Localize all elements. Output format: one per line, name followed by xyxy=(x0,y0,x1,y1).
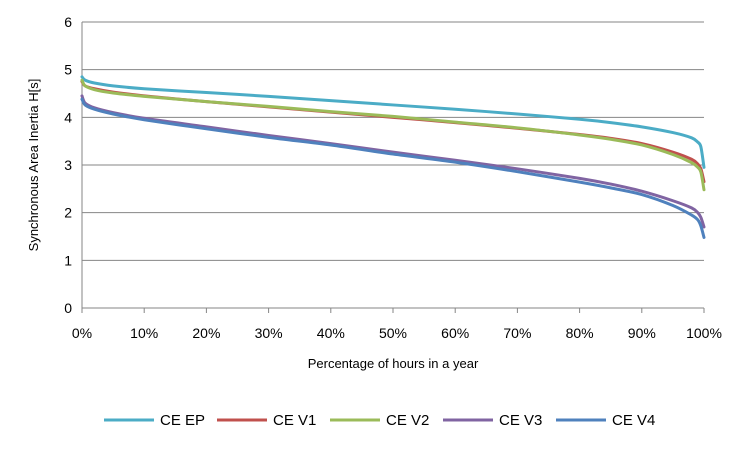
axes xyxy=(81,22,705,313)
y-tick-label: 0 xyxy=(64,300,72,316)
x-tick-label: 80% xyxy=(566,325,594,341)
x-tick-label: 0% xyxy=(72,325,92,341)
series-lines xyxy=(80,75,706,239)
legend-label: CE V3 xyxy=(499,412,542,429)
x-axis-title: Percentage of hours in a year xyxy=(308,356,479,371)
series-line-ce-ep xyxy=(80,75,706,169)
legend-label: CE EP xyxy=(160,412,205,429)
y-tick-label: 5 xyxy=(64,62,72,78)
x-tick-label: 20% xyxy=(192,325,220,341)
gridlines xyxy=(82,21,704,261)
legend-label: CE V2 xyxy=(386,412,429,429)
x-tick-label: 40% xyxy=(317,325,345,341)
legend-label: CE V1 xyxy=(273,412,316,429)
y-tick-label: 2 xyxy=(64,205,72,221)
series-line-ce-v4 xyxy=(80,97,706,239)
y-tick-label: 4 xyxy=(64,109,72,125)
x-tick-label: 60% xyxy=(441,325,469,341)
y-tick-label: 3 xyxy=(64,157,72,173)
x-tick-label: 10% xyxy=(130,325,158,341)
y-axis-title: Synchronous Area Inertia H[s] xyxy=(26,79,41,252)
legend-label: CE V4 xyxy=(612,412,655,429)
x-tick-label: 30% xyxy=(255,325,283,341)
x-tick-label: 90% xyxy=(628,325,656,341)
series-line-ce-v1 xyxy=(80,80,706,184)
series-line-ce-v2 xyxy=(80,78,706,192)
x-tick-label: 50% xyxy=(379,325,407,341)
x-tick-label: 70% xyxy=(503,325,531,341)
y-tick-label: 6 xyxy=(64,14,72,30)
x-tick-label: 100% xyxy=(686,325,722,341)
y-tick-label: 1 xyxy=(64,252,72,268)
legend: CE EP CE V1 CE V2 CE V3 CE V4 xyxy=(104,412,655,429)
